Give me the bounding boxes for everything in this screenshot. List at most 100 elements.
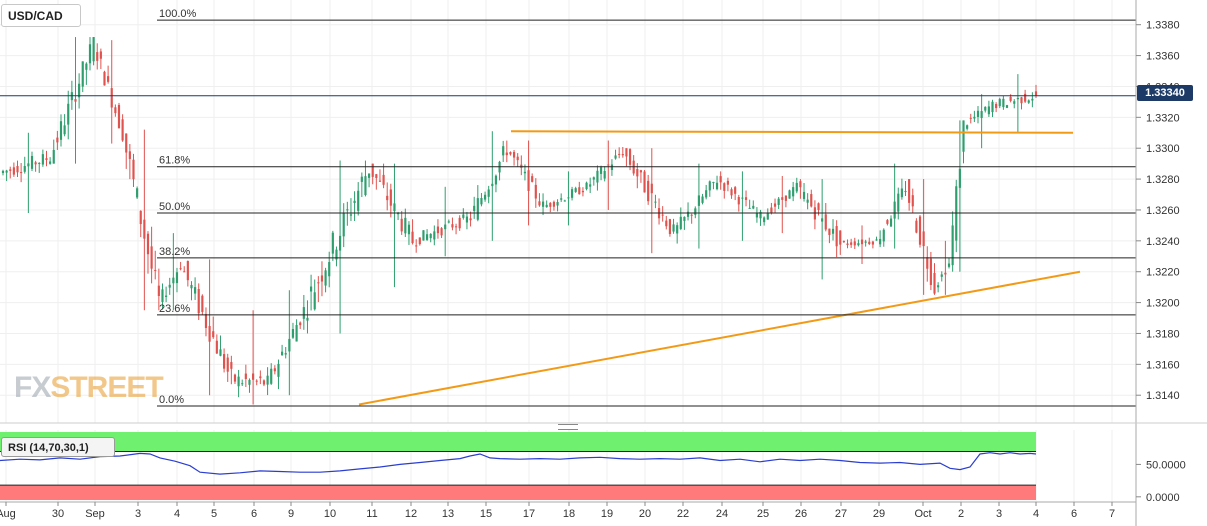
candle-body [172, 277, 175, 284]
candle-body [545, 204, 548, 208]
y-tick-label: 1.3260 [1146, 205, 1180, 217]
x-tick-label: 15 [480, 508, 492, 520]
candle-body [201, 295, 204, 312]
candle-body [476, 198, 479, 220]
candle-body [494, 175, 498, 185]
candle-body [458, 217, 461, 229]
candle-body [357, 190, 360, 211]
candle-body [1005, 105, 1009, 108]
candle-body [107, 76, 110, 82]
candle-body [900, 188, 903, 198]
x-tick-label: 20 [639, 508, 651, 520]
rsi-indicator-label[interactable]: RSI (14,70,30,1) [1, 437, 115, 457]
candle-body [734, 187, 737, 194]
candle-body [879, 238, 882, 245]
candle-body [549, 202, 552, 207]
candle-body [922, 231, 925, 247]
candle-body [810, 194, 813, 207]
candle-body [444, 224, 447, 230]
candle-body [281, 351, 284, 356]
candle-body [277, 363, 280, 377]
candle-body [788, 190, 791, 199]
candle-body [382, 174, 385, 185]
candle-body [429, 233, 432, 239]
candle-body [592, 177, 595, 180]
candle-body [117, 104, 121, 129]
candle-body [940, 274, 943, 277]
candle-body [969, 117, 972, 119]
candle-body [179, 268, 182, 270]
x-tick-label: 11 [366, 508, 377, 520]
candle-body [27, 163, 30, 167]
candle-body [618, 153, 621, 155]
x-tick-label: 6 [251, 508, 257, 520]
candle-body [67, 103, 70, 125]
candle-body [824, 214, 827, 230]
candle-body [150, 246, 153, 269]
candle-body [487, 189, 490, 197]
x-tick-label: 22 [677, 508, 689, 520]
candle-body [596, 170, 599, 183]
candle-body [74, 99, 77, 102]
candle-body [853, 241, 856, 246]
candle-body [313, 292, 316, 310]
candle-body [81, 61, 84, 87]
candle-body [299, 322, 302, 326]
candle-body [306, 317, 309, 321]
candle-body [570, 189, 574, 198]
candle-body [839, 230, 842, 245]
candle-body [386, 195, 389, 201]
candle-body [63, 125, 66, 135]
candle-body [665, 220, 668, 227]
x-tick-label: 30 [52, 508, 64, 520]
pane-splitter-handle[interactable] [558, 424, 578, 430]
candle-body [763, 217, 766, 223]
candle-body [987, 106, 990, 115]
rsi-y-tick-label: 50.0000 [1146, 459, 1186, 471]
candle-body [237, 376, 240, 387]
candle-body [621, 154, 624, 156]
candle-body [512, 151, 516, 158]
candle-body [730, 189, 733, 196]
trendline-support[interactable] [358, 270, 1081, 406]
x-tick-label: 17 [523, 508, 535, 520]
x-tick-label: 19 [601, 508, 613, 520]
candle-body [846, 243, 849, 245]
candle-body [284, 353, 287, 355]
y-tick-label: 1.3320 [1146, 112, 1180, 124]
candle-body [802, 191, 806, 199]
candle-body [737, 197, 740, 205]
candle-body [183, 271, 186, 273]
candle-body [208, 326, 211, 342]
candle-body [244, 373, 247, 379]
candle-body [531, 176, 534, 182]
candle-body [38, 162, 41, 165]
candle-body [578, 187, 581, 195]
candle-body [266, 375, 269, 385]
candle-body [607, 164, 610, 166]
candle-body [991, 101, 994, 113]
candle-body [114, 107, 117, 114]
logo-fx: FX [14, 371, 51, 404]
x-tick-label: Oct [914, 508, 931, 520]
candle-body [828, 228, 831, 235]
trendline-resistance[interactable] [510, 130, 1074, 134]
candle-body [650, 183, 653, 194]
candle-body [154, 269, 157, 271]
candle-body [328, 262, 331, 277]
candle-body [556, 202, 559, 206]
x-tick-label: 24 [716, 508, 728, 520]
candle-body [661, 214, 664, 216]
x-tick-label: 9 [288, 508, 294, 520]
ticker-label[interactable]: USD/CAD [1, 4, 81, 27]
candle-body [984, 106, 987, 111]
candle-body [766, 213, 769, 220]
fib-label: 38.2% [159, 246, 190, 258]
fib-label: 100.0% [159, 8, 197, 20]
candle-body [1031, 98, 1034, 101]
candle-body [947, 263, 951, 267]
candle-body [759, 211, 762, 219]
candle-body [161, 289, 164, 302]
candle-body [451, 224, 454, 228]
